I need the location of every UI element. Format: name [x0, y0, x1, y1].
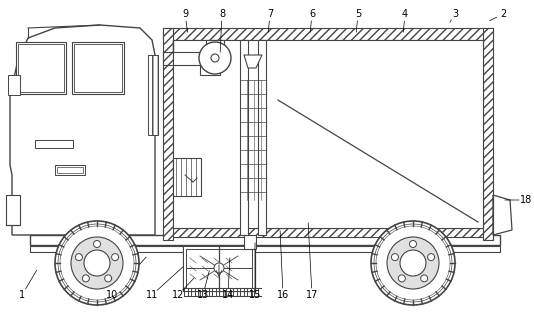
- Circle shape: [199, 42, 231, 74]
- Text: 9: 9: [182, 9, 188, 19]
- Text: 6: 6: [309, 9, 315, 19]
- Circle shape: [55, 221, 139, 305]
- Circle shape: [387, 237, 439, 289]
- Bar: [148, 55, 158, 135]
- Polygon shape: [493, 195, 512, 235]
- Circle shape: [211, 54, 219, 62]
- Bar: [8, 75, 20, 95]
- Circle shape: [410, 241, 417, 248]
- Text: 7: 7: [267, 9, 273, 19]
- Circle shape: [84, 250, 110, 276]
- Text: 8: 8: [219, 9, 225, 19]
- Bar: [30, 235, 500, 245]
- Circle shape: [400, 250, 426, 276]
- Bar: [173, 158, 201, 196]
- Text: 4: 4: [402, 9, 408, 19]
- Circle shape: [391, 254, 398, 261]
- Bar: [72, 42, 124, 94]
- Bar: [30, 246, 500, 252]
- Circle shape: [71, 237, 123, 289]
- Text: 12: 12: [172, 290, 184, 300]
- Bar: [163, 228, 493, 237]
- Text: 11: 11: [146, 290, 158, 300]
- Text: 15: 15: [249, 290, 261, 300]
- Bar: [206, 40, 224, 58]
- Bar: [483, 28, 493, 240]
- Bar: [18, 44, 64, 92]
- Bar: [57, 167, 83, 173]
- Circle shape: [374, 224, 452, 302]
- Bar: [16, 42, 66, 94]
- Text: 18: 18: [520, 195, 532, 205]
- Circle shape: [82, 275, 89, 282]
- Bar: [163, 28, 173, 240]
- Circle shape: [421, 275, 428, 282]
- Circle shape: [105, 275, 112, 282]
- Bar: [74, 44, 122, 92]
- Bar: [186, 249, 252, 288]
- Bar: [35, 140, 73, 148]
- Bar: [6, 195, 20, 225]
- Bar: [244, 235, 256, 249]
- Text: 2: 2: [500, 9, 506, 19]
- Text: 14: 14: [222, 290, 234, 300]
- Circle shape: [93, 241, 100, 248]
- Bar: [183, 246, 255, 291]
- Bar: [163, 28, 493, 40]
- Circle shape: [371, 221, 455, 305]
- Circle shape: [214, 263, 224, 273]
- Circle shape: [428, 254, 435, 261]
- Circle shape: [398, 275, 405, 282]
- Bar: [240, 40, 248, 235]
- Bar: [258, 40, 266, 235]
- Polygon shape: [10, 25, 155, 235]
- Text: 10: 10: [106, 290, 118, 300]
- Text: 16: 16: [277, 290, 289, 300]
- Text: 1: 1: [19, 290, 25, 300]
- Text: 5: 5: [355, 9, 361, 19]
- Bar: [55, 165, 85, 175]
- Bar: [183, 246, 255, 291]
- Text: 17: 17: [306, 290, 318, 300]
- Polygon shape: [244, 55, 262, 68]
- Circle shape: [58, 224, 136, 302]
- Bar: [200, 65, 220, 75]
- Text: 3: 3: [452, 9, 458, 19]
- Bar: [173, 40, 483, 228]
- Circle shape: [60, 226, 134, 300]
- Circle shape: [112, 254, 119, 261]
- Circle shape: [376, 226, 450, 300]
- Text: 13: 13: [197, 290, 209, 300]
- Circle shape: [75, 254, 82, 261]
